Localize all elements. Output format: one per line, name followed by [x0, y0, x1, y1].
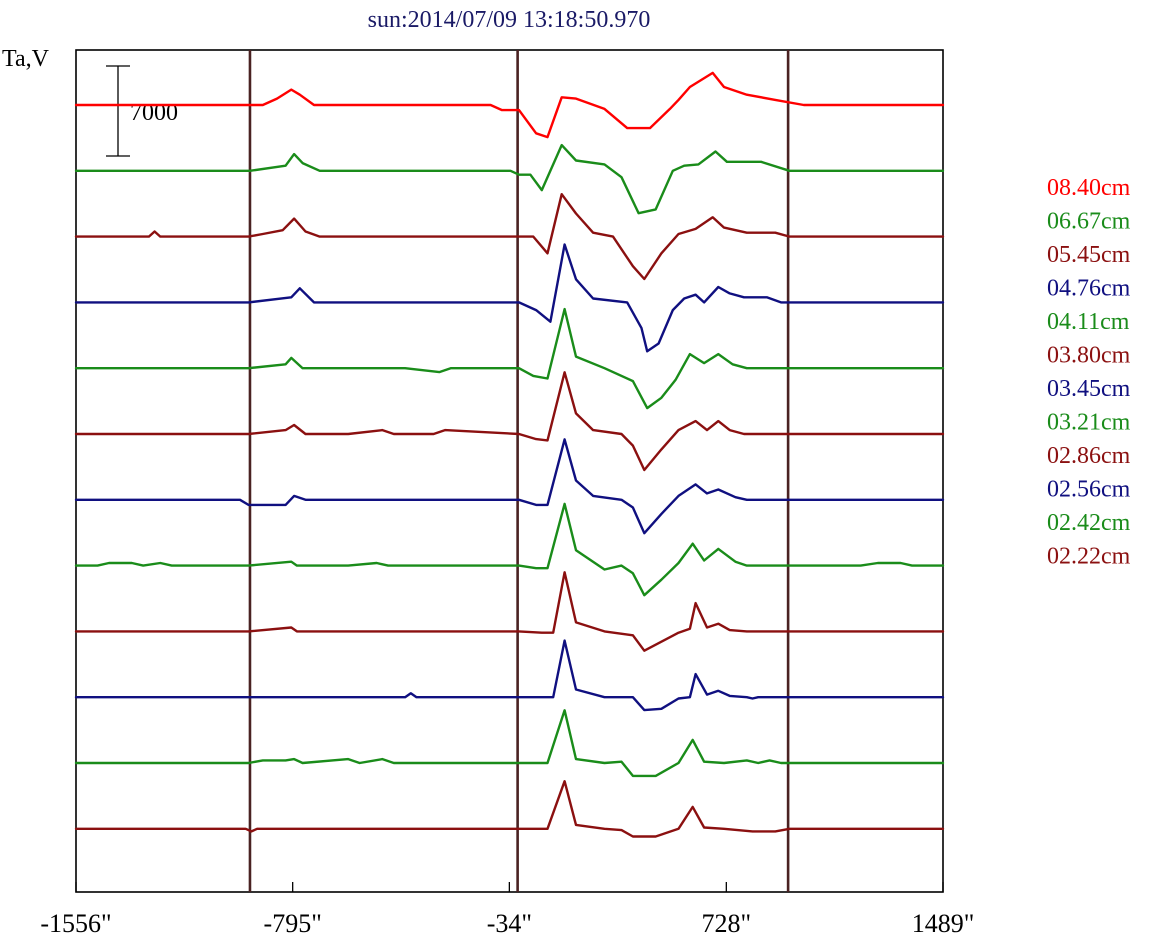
- x-ticks: -1556" -795" -34" 728" 1489": [40, 882, 974, 938]
- legend-item-03.45cm: 03.45cm: [1047, 376, 1131, 402]
- trace-04.11cm: [74, 307, 945, 410]
- trace-04.76cm: [74, 243, 945, 353]
- y-axis-label: Ta,V: [2, 46, 50, 72]
- legend-item-08.40cm: 08.40cm: [1047, 175, 1131, 201]
- trace-02.56cm: [74, 639, 945, 712]
- traces: [74, 71, 945, 838]
- chart-title: sun:2014/07/09 13:18:50.970: [368, 7, 651, 33]
- legend-item-02.22cm: 02.22cm: [1047, 544, 1131, 570]
- trace-02.22cm: [74, 780, 945, 838]
- vertical-markers: [248, 50, 790, 892]
- trace-02.42cm: [74, 709, 945, 778]
- legend: 08.40cm 06.67cm 05.45cm 04.76cm 04.11cm 03.80…: [1047, 175, 1131, 570]
- legend-item-03.21cm: 03.21cm: [1047, 410, 1131, 436]
- trace-03.21cm: [74, 502, 945, 597]
- trace-03.80cm: [74, 371, 945, 472]
- x-tick-label: 1489": [912, 909, 975, 938]
- trace-03.45cm: [74, 438, 945, 535]
- legend-item-02.42cm: 02.42cm: [1047, 510, 1131, 536]
- trace-06.67cm: [74, 143, 945, 215]
- trace-02.86cm: [74, 571, 945, 652]
- x-tick-label: -795": [264, 909, 322, 938]
- legend-item-04.76cm: 04.76cm: [1047, 276, 1131, 302]
- trace-05.45cm: [74, 192, 945, 281]
- x-tick-label: -34": [487, 909, 532, 938]
- plot-area: [75, 49, 944, 893]
- legend-item-06.67cm: 06.67cm: [1047, 209, 1131, 235]
- trace-08.40cm: [74, 71, 945, 139]
- legend-item-03.80cm: 03.80cm: [1047, 343, 1131, 369]
- legend-item-04.11cm: 04.11cm: [1047, 309, 1130, 335]
- legend-item-02.56cm: 02.56cm: [1047, 477, 1131, 503]
- x-tick-label: -1556": [40, 909, 111, 938]
- x-tick-label: 728": [702, 909, 752, 938]
- legend-item-02.86cm: 02.86cm: [1047, 443, 1131, 469]
- legend-item-05.45cm: 05.45cm: [1047, 242, 1131, 268]
